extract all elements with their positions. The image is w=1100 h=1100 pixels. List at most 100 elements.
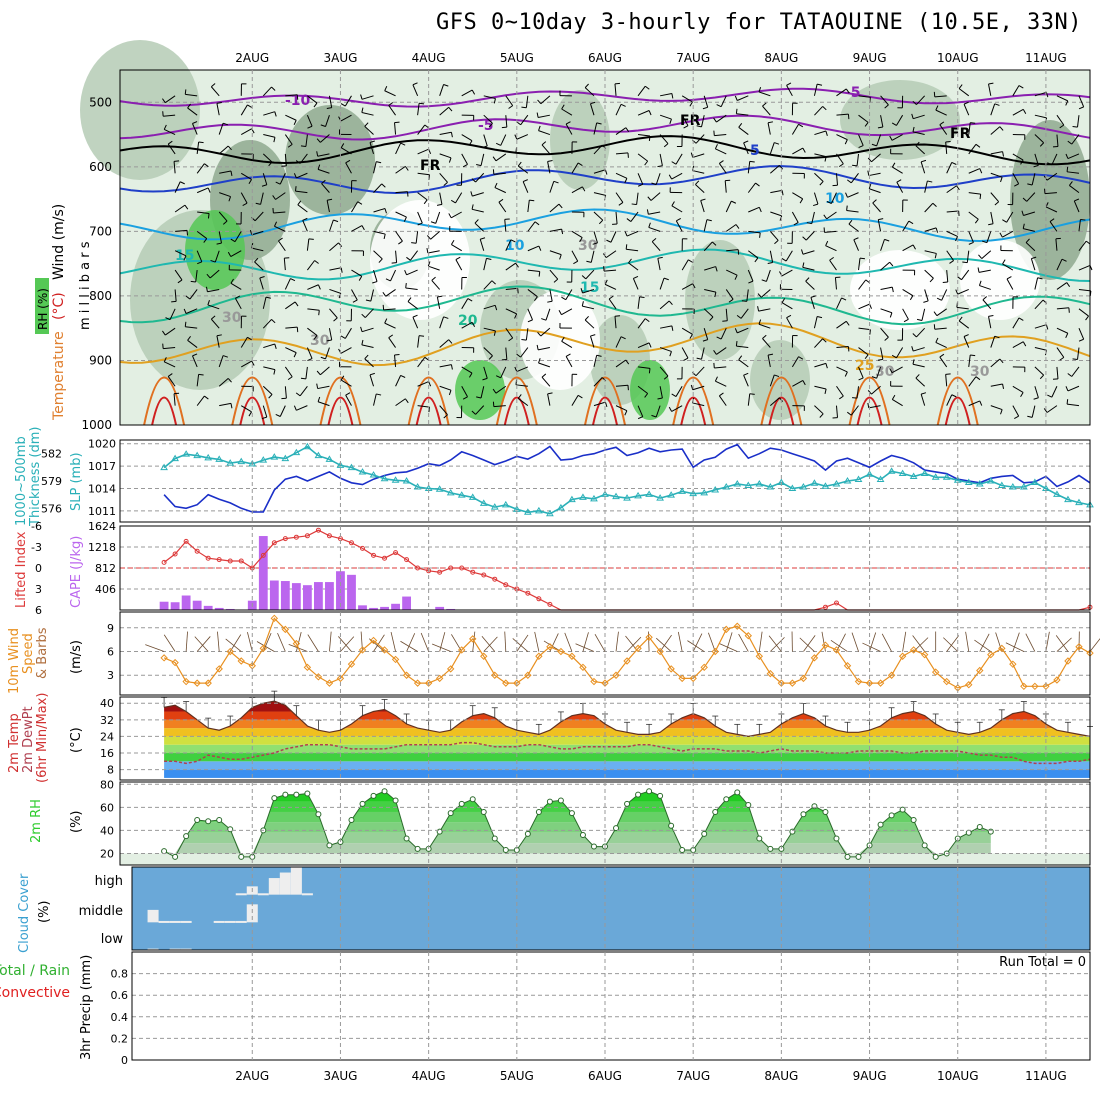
axis-label-wind10m-1: 10m Wind [7,628,22,694]
wind-barb-flag [300,377,306,380]
wind-barb-flag [167,373,173,377]
wind-barb [956,306,969,310]
wind-barb [743,142,749,155]
wind-barb [187,339,198,348]
wind-barb-flag [988,314,994,317]
wind-barb-flag [935,105,939,111]
rh-clear-area [960,240,1040,320]
wind-barb [946,210,959,213]
wind-barb-flag [211,83,216,88]
wind-barb-flag [671,201,675,207]
contour-label: 25 [855,358,874,374]
wind-barb [417,357,426,368]
wind-barb-flag [412,82,418,86]
wind-barb [659,134,669,144]
wind-barb-flag [805,277,810,282]
wind-barb-flag [287,143,293,148]
slp-point [568,495,576,503]
wind-barb [941,289,948,301]
axis-label-wind10m-2: Speed [21,633,36,674]
wind-barb [1045,206,1058,213]
slp-point [292,448,301,456]
wind10m-barb [615,631,619,652]
wind-barb [299,385,308,397]
wind-barb [395,142,402,155]
wind-barb [163,114,176,117]
wind-barb-flag [689,101,693,107]
wind-barb [736,113,749,116]
wind-barb [876,134,882,147]
wind-barb-flag [767,262,773,264]
wind-barb [850,172,859,184]
contour-label: -5 [845,85,861,101]
wind-barb [515,151,528,155]
wind-barb [549,228,562,232]
wind-barb-flag [385,278,391,282]
wind-barb-flag [974,218,979,224]
wind-barb [307,308,320,311]
wind-barb-flag [1027,183,1033,186]
wind-barb-flag [736,314,742,319]
wind10m-barb [943,637,959,652]
cloud-axis-label: Cloud Cover [17,873,32,953]
wind-speed-point [160,654,168,662]
wind-barb [307,284,319,290]
wind-barb [549,203,560,213]
wind-barb [527,245,540,252]
wind-barb-flag [1067,140,1073,145]
wind-speed-point [909,646,918,654]
wind10m-barb [1012,632,1020,652]
axis-label-slp: SLP (mb) [69,452,84,511]
wind-barb-flag [541,318,547,321]
wind-barb-flag [327,198,333,201]
cloud-bar-high [235,893,247,896]
wind-barb [1030,258,1036,271]
wind-barb-flag [690,152,694,158]
wind-barb-flag [428,381,432,387]
wind-barb-flag [932,202,937,207]
contour-35-spike [680,396,707,426]
cape-tick: 812 [95,562,116,575]
wind-barb [924,269,934,279]
wind-speed-point [722,625,730,634]
wind-speed-point [744,632,753,640]
wind-barb-flag [1043,408,1048,413]
wind10m-barb [881,633,892,652]
rh-point [734,789,741,796]
slp-point [975,480,984,487]
wind-barb [361,111,374,116]
wind-barb [701,347,705,360]
wind-barb [1034,277,1039,290]
wind-barb-flag [443,414,448,419]
slp-point [160,463,168,471]
contour-35-spike [151,396,178,426]
wind-barb-flag [801,249,804,255]
wind-barb [167,143,176,155]
wind-barb [758,91,771,97]
wind-barb [538,347,550,351]
wind-barb-flag [372,281,378,284]
wind-barb [792,147,804,155]
wind-barb [813,316,818,329]
wind-barb-flag [404,166,409,171]
cloud-bar-middle [158,920,170,923]
wind-barb [593,231,598,243]
wind-barb-flag [891,122,897,126]
wind-speed-point [623,657,631,665]
wind-speed-point [766,669,775,678]
slp-axis-label: SLP (mb) [69,452,84,511]
cape-bar [181,595,191,610]
rh-point [921,842,928,849]
wind-speed-point [931,668,940,676]
wind-speed-point [446,665,455,673]
wind-barb [417,124,426,135]
wind-barb [169,308,176,320]
temp-band [164,744,1090,754]
cape-bar [159,601,169,610]
cloud-bar-high [301,893,313,896]
rh-point [315,811,322,818]
wind-barb-flag [251,360,255,366]
contour-label: 15 [580,280,599,296]
wind-barb [615,152,629,155]
